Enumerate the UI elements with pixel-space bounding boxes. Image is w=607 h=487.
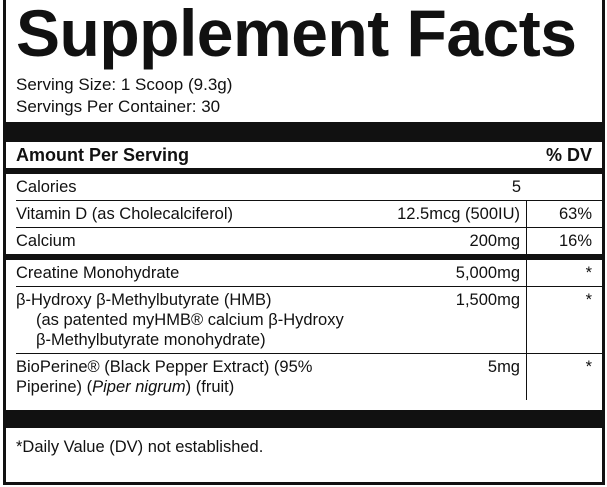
nutrient-row: Creatine Monohydrate 5,000mg * — [16, 260, 602, 287]
footnote: *Daily Value (DV) not established. — [16, 438, 264, 456]
nutrient-name: BioPerine® (Black Pepper Extract) (95% P… — [16, 354, 361, 400]
amount: 5,000mg — [361, 260, 527, 286]
daily-value: 16% — [558, 232, 592, 250]
nutrient-note: (as patented myHMB® calcium β-Hydroxy β-… — [36, 311, 344, 349]
name-part: β-Hydroxy β-Methylbutyrate (HMB) — [16, 291, 272, 309]
amount: 200mg — [361, 228, 527, 254]
table-body: Calories 5 Vitamin D (as Cholecalciferol) 1… — [6, 168, 602, 408]
header-row: Amount Per Serving % DV — [16, 142, 602, 169]
thick-bar — [6, 122, 602, 142]
amount: 1,500mg — [361, 287, 527, 353]
serving-size: Serving Size: 1 Scoop (9.3g) — [16, 75, 233, 94]
daily-value: 63% — [558, 205, 592, 223]
nutrient-row: Vitamin D (as Cholecalciferol) 12.5mcg (5… — [16, 201, 602, 228]
daily-value: * — [585, 291, 592, 309]
name-part: Calcium — [16, 232, 76, 250]
nutrient-name: Calories — [16, 174, 361, 200]
name-part: BioPerine® (Black Pepper Extract) (95% P… — [16, 358, 313, 396]
title: Supplement Facts — [16, 0, 577, 70]
nutrient-name: β-Hydroxy β-Methylbutyrate (HMB) (as pate… — [16, 287, 361, 353]
amount: 5mg — [361, 354, 527, 400]
amount: 5 — [511, 178, 521, 196]
section-bar — [6, 254, 602, 260]
daily-value: * — [585, 358, 592, 376]
nutrient-row: Calories 5 — [16, 174, 602, 201]
name-part: Vitamin D (as Cholecalciferol) — [16, 205, 234, 223]
nutrient-row: BioPerine® (Black Pepper Extract) (95% P… — [16, 354, 602, 408]
nutrient-row: β-Hydroxy β-Methylbutyrate (HMB) (as pate… — [16, 287, 602, 354]
column-header: % DV — [545, 145, 592, 165]
servings-per-container: Servings Per Container: 30 — [16, 97, 221, 116]
daily-value — [527, 174, 598, 200]
name-part: Piper nigrum — [92, 378, 186, 396]
nutrient-name: Calcium — [16, 228, 361, 254]
daily-value: * — [585, 264, 592, 282]
column-header: Amount Per Serving — [16, 145, 190, 165]
thick-bar — [6, 410, 602, 428]
nutrient-row: Calcium 200mg 16% — [16, 228, 602, 254]
supplement-label: Supplement Facts Serving Size: 1 Scoop (… — [3, 0, 605, 485]
nutrient-name: Creatine Monohydrate — [16, 260, 361, 286]
nutrient-name: Vitamin D (as Cholecalciferol) — [16, 201, 361, 227]
name-part: Creatine Monohydrate — [16, 264, 180, 282]
section-bar — [6, 168, 602, 174]
name-part: ) (fruit) — [185, 378, 235, 396]
amount: 12.5mcg (500IU) — [361, 201, 527, 227]
name-part: Calories — [16, 178, 77, 196]
